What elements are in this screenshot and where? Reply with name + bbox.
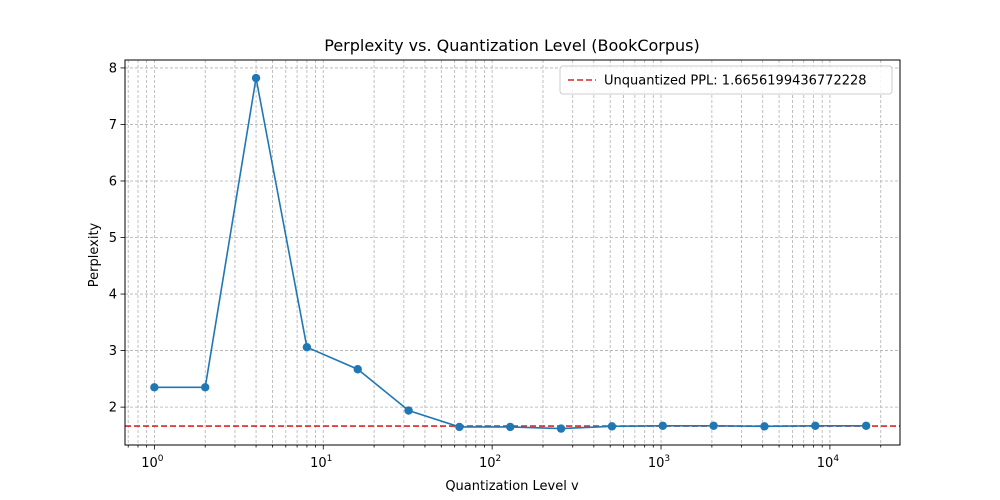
y-tick-label: 4 <box>109 288 117 303</box>
x-tick-label: 100 <box>141 454 164 471</box>
plot-area-frame <box>124 59 901 446</box>
data-point <box>861 421 871 430</box>
y-tick-label: 8 <box>109 61 117 76</box>
legend: Unquantized PPL: 1.6656199436772228 <box>559 65 893 95</box>
data-point <box>811 421 820 430</box>
data-point <box>302 342 312 352</box>
series-line <box>154 77 867 430</box>
x-tick-label: 101 <box>310 454 332 471</box>
y-tick-label: 3 <box>109 344 117 359</box>
y-tick-label: 7 <box>109 118 117 133</box>
y-tick-label: 2 <box>109 401 117 416</box>
y-tick-label: 6 <box>109 174 117 189</box>
grid-lines <box>125 60 900 445</box>
x-tick-label: 104 <box>817 454 840 471</box>
y-tick-label: 5 <box>109 231 117 246</box>
data-point <box>607 422 617 431</box>
x-axis-label: Quantization Level v <box>445 479 579 494</box>
x-tick-label: 102 <box>479 454 501 471</box>
chart-title: Perplexity vs. Quantization Level (BookC… <box>324 36 700 55</box>
data-point <box>760 422 769 431</box>
data-point <box>201 383 210 392</box>
data-point <box>556 424 566 433</box>
series-group <box>150 73 871 433</box>
y-axis-ticks: 2 3 4 5 6 7 8 <box>109 61 125 416</box>
data-point <box>709 421 718 430</box>
legend-entry-reference: Unquantized PPL: 1.6656199436772228 <box>604 74 867 89</box>
x-tick-label: 103 <box>648 454 670 471</box>
data-point <box>658 421 667 430</box>
data-point <box>404 406 413 415</box>
data-point <box>455 422 464 432</box>
data-point <box>506 422 515 432</box>
data-point <box>150 383 159 392</box>
data-point <box>353 365 362 374</box>
data-point <box>251 73 261 83</box>
x-axis-ticks: 100 101 102 103 104 <box>127 445 882 471</box>
legend-box <box>559 65 893 95</box>
y-axis-label: Perplexity <box>87 222 102 287</box>
